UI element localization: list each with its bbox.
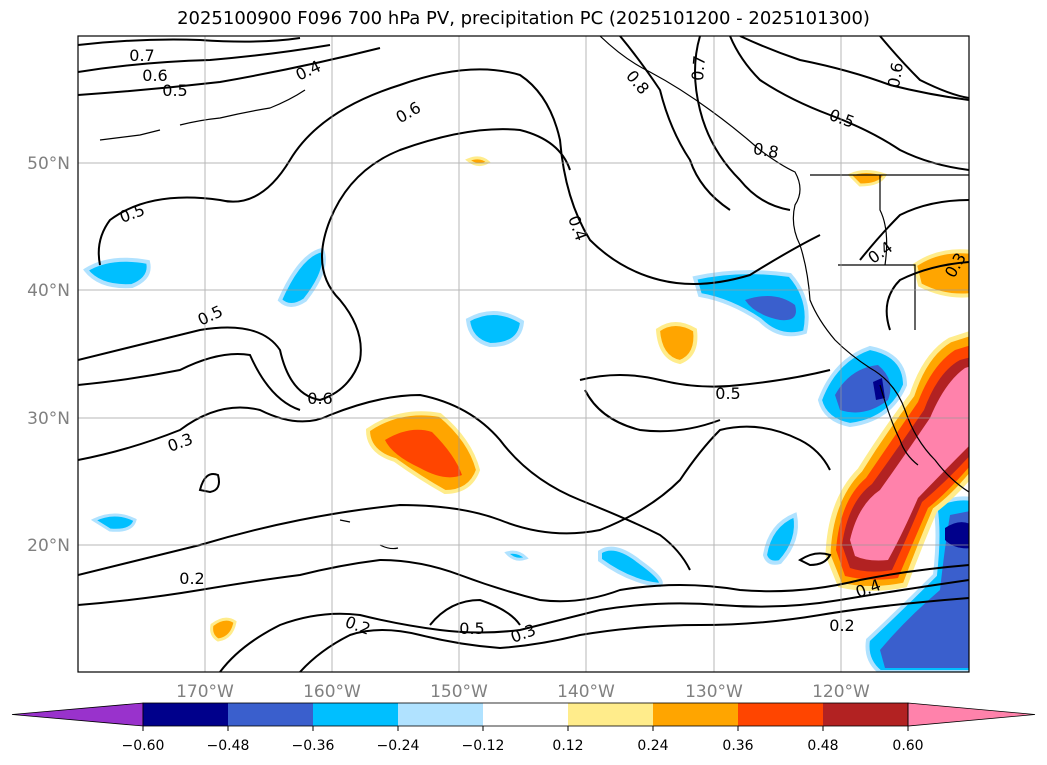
contour-label: 0.2	[829, 616, 854, 635]
colorbar-tick-label: 0.36	[722, 738, 753, 754]
colorbar: −0.60 −0.48 −0.36 −0.24 −0.12 0.12 0.24 0.36 0.4…	[11, 702, 1036, 754]
contour-label: 0.5	[162, 81, 187, 100]
colorbar-tick-label: −0.60	[122, 738, 165, 754]
lon-label: 120°W	[812, 682, 870, 702]
lon-label: 140°W	[557, 682, 615, 702]
lat-label: 20°N	[27, 536, 70, 556]
contour-label: 0.6	[307, 389, 332, 408]
precipitation-shading	[83, 156, 969, 672]
contour-label: 0.8	[752, 139, 780, 162]
colorbar-tick-label: 0.12	[552, 738, 583, 754]
map-frame	[77, 35, 970, 673]
figure-title: 2025100900 F096 700 hPa PV, precipitatio…	[177, 8, 870, 29]
contour-labels: 0.70.60.50.40.60.8 0.70.80.60.50.5 0.40.50…	[117, 46, 970, 647]
contour-label: 0.4	[564, 213, 591, 243]
contour-label: 0.5	[715, 384, 740, 403]
contour-label: 0.6	[884, 61, 907, 89]
contour-label: 0.6	[142, 66, 167, 85]
contour-label: 0.2	[179, 569, 204, 588]
colorbar-tick-label: 0.60	[892, 738, 923, 754]
colorbar-segment	[653, 703, 738, 726]
contour-label: 0.4	[293, 56, 324, 84]
pv-contours	[78, 36, 969, 672]
colorbar-tick-label: −0.12	[462, 738, 505, 754]
colorbar-segment	[398, 703, 483, 726]
lat-label: 30°N	[27, 409, 70, 429]
lon-label: 170°W	[176, 682, 234, 702]
contour-label: 0.4	[864, 237, 896, 267]
contour-label: 0.7	[688, 55, 709, 82]
colorbar-segment	[143, 703, 228, 726]
colorbar-extend-right	[907, 702, 1036, 727]
colorbar-segment	[228, 703, 313, 726]
lat-label: 50°N	[27, 154, 70, 174]
colorbar-segment	[738, 703, 823, 726]
colorbar-segment	[568, 703, 653, 726]
contour-label: 0.6	[392, 98, 424, 127]
lon-label: 160°W	[303, 682, 361, 702]
contour-label: 0.5	[195, 301, 226, 329]
gridlines	[78, 36, 969, 672]
colorbar-segment	[823, 703, 908, 726]
colorbar-tick-label: 0.48	[807, 738, 838, 754]
colorbar-extend-left	[11, 702, 144, 727]
colorbar-tick-label: 0.24	[637, 738, 668, 754]
colorbar-segment	[313, 703, 398, 726]
colorbar-tick-label: −0.24	[377, 738, 420, 754]
lon-label: 130°W	[685, 682, 743, 702]
colorbar-tick-label: −0.48	[207, 738, 250, 754]
contour-label: 0.3	[508, 620, 538, 647]
contour-label: 0.5	[459, 619, 484, 638]
lat-label: 40°N	[27, 281, 70, 301]
lon-label: 150°W	[430, 682, 488, 702]
contour-label: 0.7	[129, 46, 154, 65]
contour-label: 0.5	[827, 105, 857, 132]
colorbar-tick-label: −0.36	[292, 738, 335, 754]
colorbar-segment	[483, 703, 568, 726]
